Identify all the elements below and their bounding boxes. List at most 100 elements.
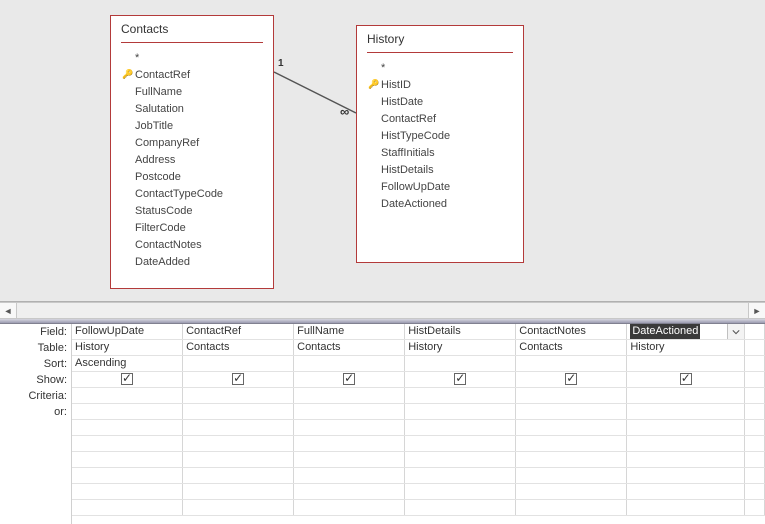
- grid-cell[interactable]: [627, 420, 745, 435]
- grid-cell[interactable]: [294, 484, 405, 499]
- field-item[interactable]: HistDetails: [367, 161, 513, 178]
- grid-cell[interactable]: [745, 452, 765, 467]
- grid-cell[interactable]: [745, 324, 765, 339]
- grid-cell[interactable]: [183, 452, 294, 467]
- grid-cell[interactable]: [516, 484, 627, 499]
- grid-cell[interactable]: [294, 356, 405, 371]
- field-item[interactable]: 🔑ContactRef: [121, 66, 263, 83]
- grid-cell[interactable]: [627, 500, 745, 515]
- grid-cell[interactable]: Contacts: [516, 340, 627, 355]
- grid-cell[interactable]: [516, 468, 627, 483]
- grid-cell[interactable]: ContactNotes: [516, 324, 627, 339]
- grid-cell[interactable]: Contacts: [294, 340, 405, 355]
- grid-cell[interactable]: [516, 356, 627, 371]
- grid-cell[interactable]: [405, 500, 516, 515]
- table-history[interactable]: History*🔑HistIDHistDateContactRefHistTyp…: [356, 25, 524, 263]
- grid-cell[interactable]: [405, 436, 516, 451]
- field-item[interactable]: FollowUpDate: [367, 178, 513, 195]
- grid-cell[interactable]: [405, 420, 516, 435]
- show-checkbox[interactable]: [121, 373, 133, 385]
- grid-cell[interactable]: HistDetails: [405, 324, 516, 339]
- grid-cell[interactable]: [627, 468, 745, 483]
- table-contacts[interactable]: Contacts*🔑ContactRefFullNameSalutationJo…: [110, 15, 274, 289]
- grid-cell[interactable]: [183, 436, 294, 451]
- grid-cell[interactable]: [405, 484, 516, 499]
- grid-cell[interactable]: [72, 404, 183, 419]
- show-checkbox[interactable]: [343, 373, 355, 385]
- grid-cell[interactable]: [294, 436, 405, 451]
- grid-cell[interactable]: [627, 436, 745, 451]
- grid-cell[interactable]: [745, 388, 765, 403]
- grid-cell[interactable]: [72, 436, 183, 451]
- grid-cell[interactable]: [405, 468, 516, 483]
- grid-cell[interactable]: [183, 404, 294, 419]
- show-checkbox[interactable]: [232, 373, 244, 385]
- grid-cell[interactable]: [516, 404, 627, 419]
- field-item[interactable]: HistDate: [367, 93, 513, 110]
- grid-cell[interactable]: [405, 372, 516, 387]
- field-item[interactable]: HistTypeCode: [367, 127, 513, 144]
- grid-cell[interactable]: [294, 404, 405, 419]
- grid-cell[interactable]: [72, 484, 183, 499]
- grid-cell[interactable]: ContactRef: [183, 324, 294, 339]
- field-item[interactable]: Postcode: [121, 168, 263, 185]
- field-item[interactable]: *: [367, 59, 513, 76]
- field-item[interactable]: ContactRef: [367, 110, 513, 127]
- field-item[interactable]: 🔑HistID: [367, 76, 513, 93]
- grid-cell[interactable]: [183, 484, 294, 499]
- grid-cell[interactable]: [627, 388, 745, 403]
- grid-cell[interactable]: [745, 340, 765, 355]
- grid-cell[interactable]: [72, 500, 183, 515]
- field-item[interactable]: DateAdded: [121, 253, 263, 270]
- grid-cell[interactable]: [516, 436, 627, 451]
- grid-cell[interactable]: History: [72, 340, 183, 355]
- grid-cell[interactable]: [627, 404, 745, 419]
- show-checkbox[interactable]: [454, 373, 466, 385]
- horizontal-scrollbar[interactable]: ◄ ►: [0, 302, 765, 319]
- field-item[interactable]: ContactTypeCode: [121, 185, 263, 202]
- grid-cell[interactable]: [183, 388, 294, 403]
- grid-cell[interactable]: [516, 372, 627, 387]
- grid-cell[interactable]: [183, 468, 294, 483]
- field-item[interactable]: DateActioned: [367, 195, 513, 212]
- field-item[interactable]: Address: [121, 151, 263, 168]
- grid-cell[interactable]: [183, 372, 294, 387]
- grid-cell[interactable]: [294, 420, 405, 435]
- grid-cell[interactable]: [627, 372, 745, 387]
- grid-cell[interactable]: [516, 388, 627, 403]
- field-item[interactable]: CompanyRef: [121, 134, 263, 151]
- grid-cell[interactable]: [72, 420, 183, 435]
- grid-cell[interactable]: [405, 452, 516, 467]
- grid-cell[interactable]: FullName: [294, 324, 405, 339]
- grid-cell[interactable]: [516, 420, 627, 435]
- grid-cell[interactable]: [72, 388, 183, 403]
- grid-cell[interactable]: [745, 484, 765, 499]
- field-item[interactable]: FullName: [121, 83, 263, 100]
- grid-cell[interactable]: [627, 484, 745, 499]
- grid-cell[interactable]: [294, 500, 405, 515]
- grid-cell[interactable]: [745, 356, 765, 371]
- field-item[interactable]: FilterCode: [121, 219, 263, 236]
- field-item[interactable]: *: [121, 49, 263, 66]
- grid-cell[interactable]: [516, 452, 627, 467]
- grid-cell[interactable]: [745, 468, 765, 483]
- grid-cell[interactable]: [516, 500, 627, 515]
- grid-cell[interactable]: [294, 388, 405, 403]
- grid-cell[interactable]: [183, 356, 294, 371]
- grid-cell[interactable]: [745, 436, 765, 451]
- scroll-right-button[interactable]: ►: [748, 303, 765, 318]
- grid-cell[interactable]: [405, 404, 516, 419]
- grid-cell[interactable]: [745, 420, 765, 435]
- grid-cell[interactable]: [745, 372, 765, 387]
- grid-cell[interactable]: [745, 500, 765, 515]
- grid-cell[interactable]: [627, 356, 745, 371]
- grid-cell[interactable]: FollowUpDate: [72, 324, 183, 339]
- relationships-pane[interactable]: Contacts*🔑ContactRefFullNameSalutationJo…: [0, 0, 765, 302]
- show-checkbox[interactable]: [565, 373, 577, 385]
- grid-cell[interactable]: History: [627, 340, 745, 355]
- grid-cell[interactable]: [72, 372, 183, 387]
- grid-cell[interactable]: [183, 500, 294, 515]
- grid-cell[interactable]: [745, 404, 765, 419]
- grid-cell[interactable]: [294, 372, 405, 387]
- grid-cell[interactable]: [183, 420, 294, 435]
